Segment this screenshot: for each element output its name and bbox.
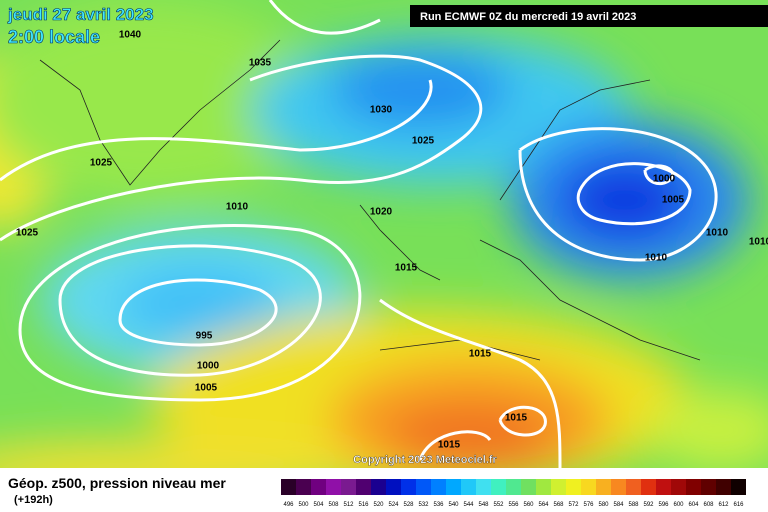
legend-title: Géop. z500, pression niveau mer [8, 475, 226, 491]
scale-swatch [536, 479, 551, 495]
scale-label: 524 [388, 502, 399, 508]
scale-swatch [296, 479, 311, 495]
scale-label: 576 [583, 502, 594, 508]
isobar-label: 1030 [370, 105, 393, 116]
scale-label: 560 [523, 502, 534, 508]
scale-swatch [446, 479, 461, 495]
isobar-label: 1000 [197, 361, 220, 372]
isobar-label: 1015 [438, 440, 461, 451]
isobar-label: 1025 [412, 136, 435, 147]
scale-swatch [656, 479, 671, 495]
scale-swatch [356, 479, 371, 495]
scale-label: 540 [448, 502, 459, 508]
scale-swatch [281, 479, 296, 495]
scale-swatch [731, 479, 746, 495]
scale-swatch [716, 479, 731, 495]
isobar-label: 1025 [90, 158, 113, 169]
scale-swatch [521, 479, 536, 495]
scale-label: 532 [418, 502, 429, 508]
isobar-label: 1005 [662, 195, 685, 206]
local-time: 2:00 locale [8, 27, 100, 47]
scale-swatch [626, 479, 641, 495]
isobar-label: 1010 [706, 228, 729, 239]
isobar-label: 1000 [653, 174, 676, 185]
scale-label: 512 [343, 502, 354, 508]
isobar-label: 1010 [645, 253, 668, 264]
scale-swatch [371, 479, 386, 495]
isobar-label: 1035 [249, 58, 272, 69]
color-scale: 496 500 504 508 512 516 520 524 528 532 536 540 544 5… [281, 479, 746, 508]
scale-swatch [341, 479, 356, 495]
scale-swatch [596, 479, 611, 495]
scale-swatch [476, 479, 491, 495]
scale-label: 612 [718, 502, 729, 508]
scale-swatch [461, 479, 476, 495]
scale-label: 544 [463, 502, 474, 508]
scale-swatch [551, 479, 566, 495]
run-info: Run ECMWF 0Z du mercredi 19 avril 2023 [420, 11, 636, 23]
scale-swatch [641, 479, 656, 495]
scale-label: 516 [358, 502, 369, 508]
scale-swatch [431, 479, 446, 495]
scale-label: 608 [703, 502, 714, 508]
scale-label: 564 [538, 502, 549, 508]
scale-label: 616 [733, 502, 744, 508]
scale-label: 568 [553, 502, 564, 508]
scale-swatch [701, 479, 716, 495]
scale-label: 592 [643, 502, 654, 508]
isobar-label: 1010 [749, 237, 768, 248]
scale-label: 500 [298, 502, 309, 508]
scale-label: 536 [433, 502, 444, 508]
isobar-label: 1040 [119, 30, 142, 41]
scale-label: 584 [613, 502, 624, 508]
scale-label: 552 [493, 502, 504, 508]
scale-label: 588 [628, 502, 639, 508]
scale-swatch [416, 479, 431, 495]
scale-swatch [311, 479, 326, 495]
isobar-label: 1020 [370, 207, 393, 218]
isobar-label: 1025 [16, 228, 39, 239]
scale-label: 548 [478, 502, 489, 508]
isobar-label: 1015 [505, 413, 528, 424]
scale-label: 508 [328, 502, 339, 508]
scale-swatch [671, 479, 686, 495]
scale-swatch [686, 479, 701, 495]
scale-label: 580 [598, 502, 609, 508]
scale-swatch [506, 479, 521, 495]
scale-label: 596 [658, 502, 669, 508]
isobar-label: 1015 [469, 349, 492, 360]
scale-label: 496 [283, 502, 294, 508]
map: 1040 1035 1030 1025 1025 1010 1020 1025 … [0, 0, 768, 468]
scale-swatch [491, 479, 506, 495]
scale-label: 520 [373, 502, 384, 508]
forecast-lead: (+192h) [14, 494, 53, 506]
scale-label: 528 [403, 502, 414, 508]
scale-label: 556 [508, 502, 519, 508]
scale-swatch [611, 479, 626, 495]
isobar-label: 1010 [226, 202, 249, 213]
isobar-label: 1005 [195, 383, 218, 394]
copyright: Copyright 2023 Meteociel.fr [353, 454, 497, 466]
map-title: jeudi 27 avril 2023 [7, 5, 154, 24]
isobar-label: 1015 [395, 263, 418, 274]
scale-label: 600 [673, 502, 684, 508]
scale-swatch [581, 479, 596, 495]
scale-swatch [386, 479, 401, 495]
run-banner [410, 5, 768, 27]
scale-label: 572 [568, 502, 579, 508]
scale-swatch [566, 479, 581, 495]
scale-swatch [326, 479, 341, 495]
isobar-label: 995 [196, 331, 213, 342]
scale-label: 504 [313, 502, 324, 508]
scale-swatch [401, 479, 416, 495]
scale-label: 604 [688, 502, 699, 508]
